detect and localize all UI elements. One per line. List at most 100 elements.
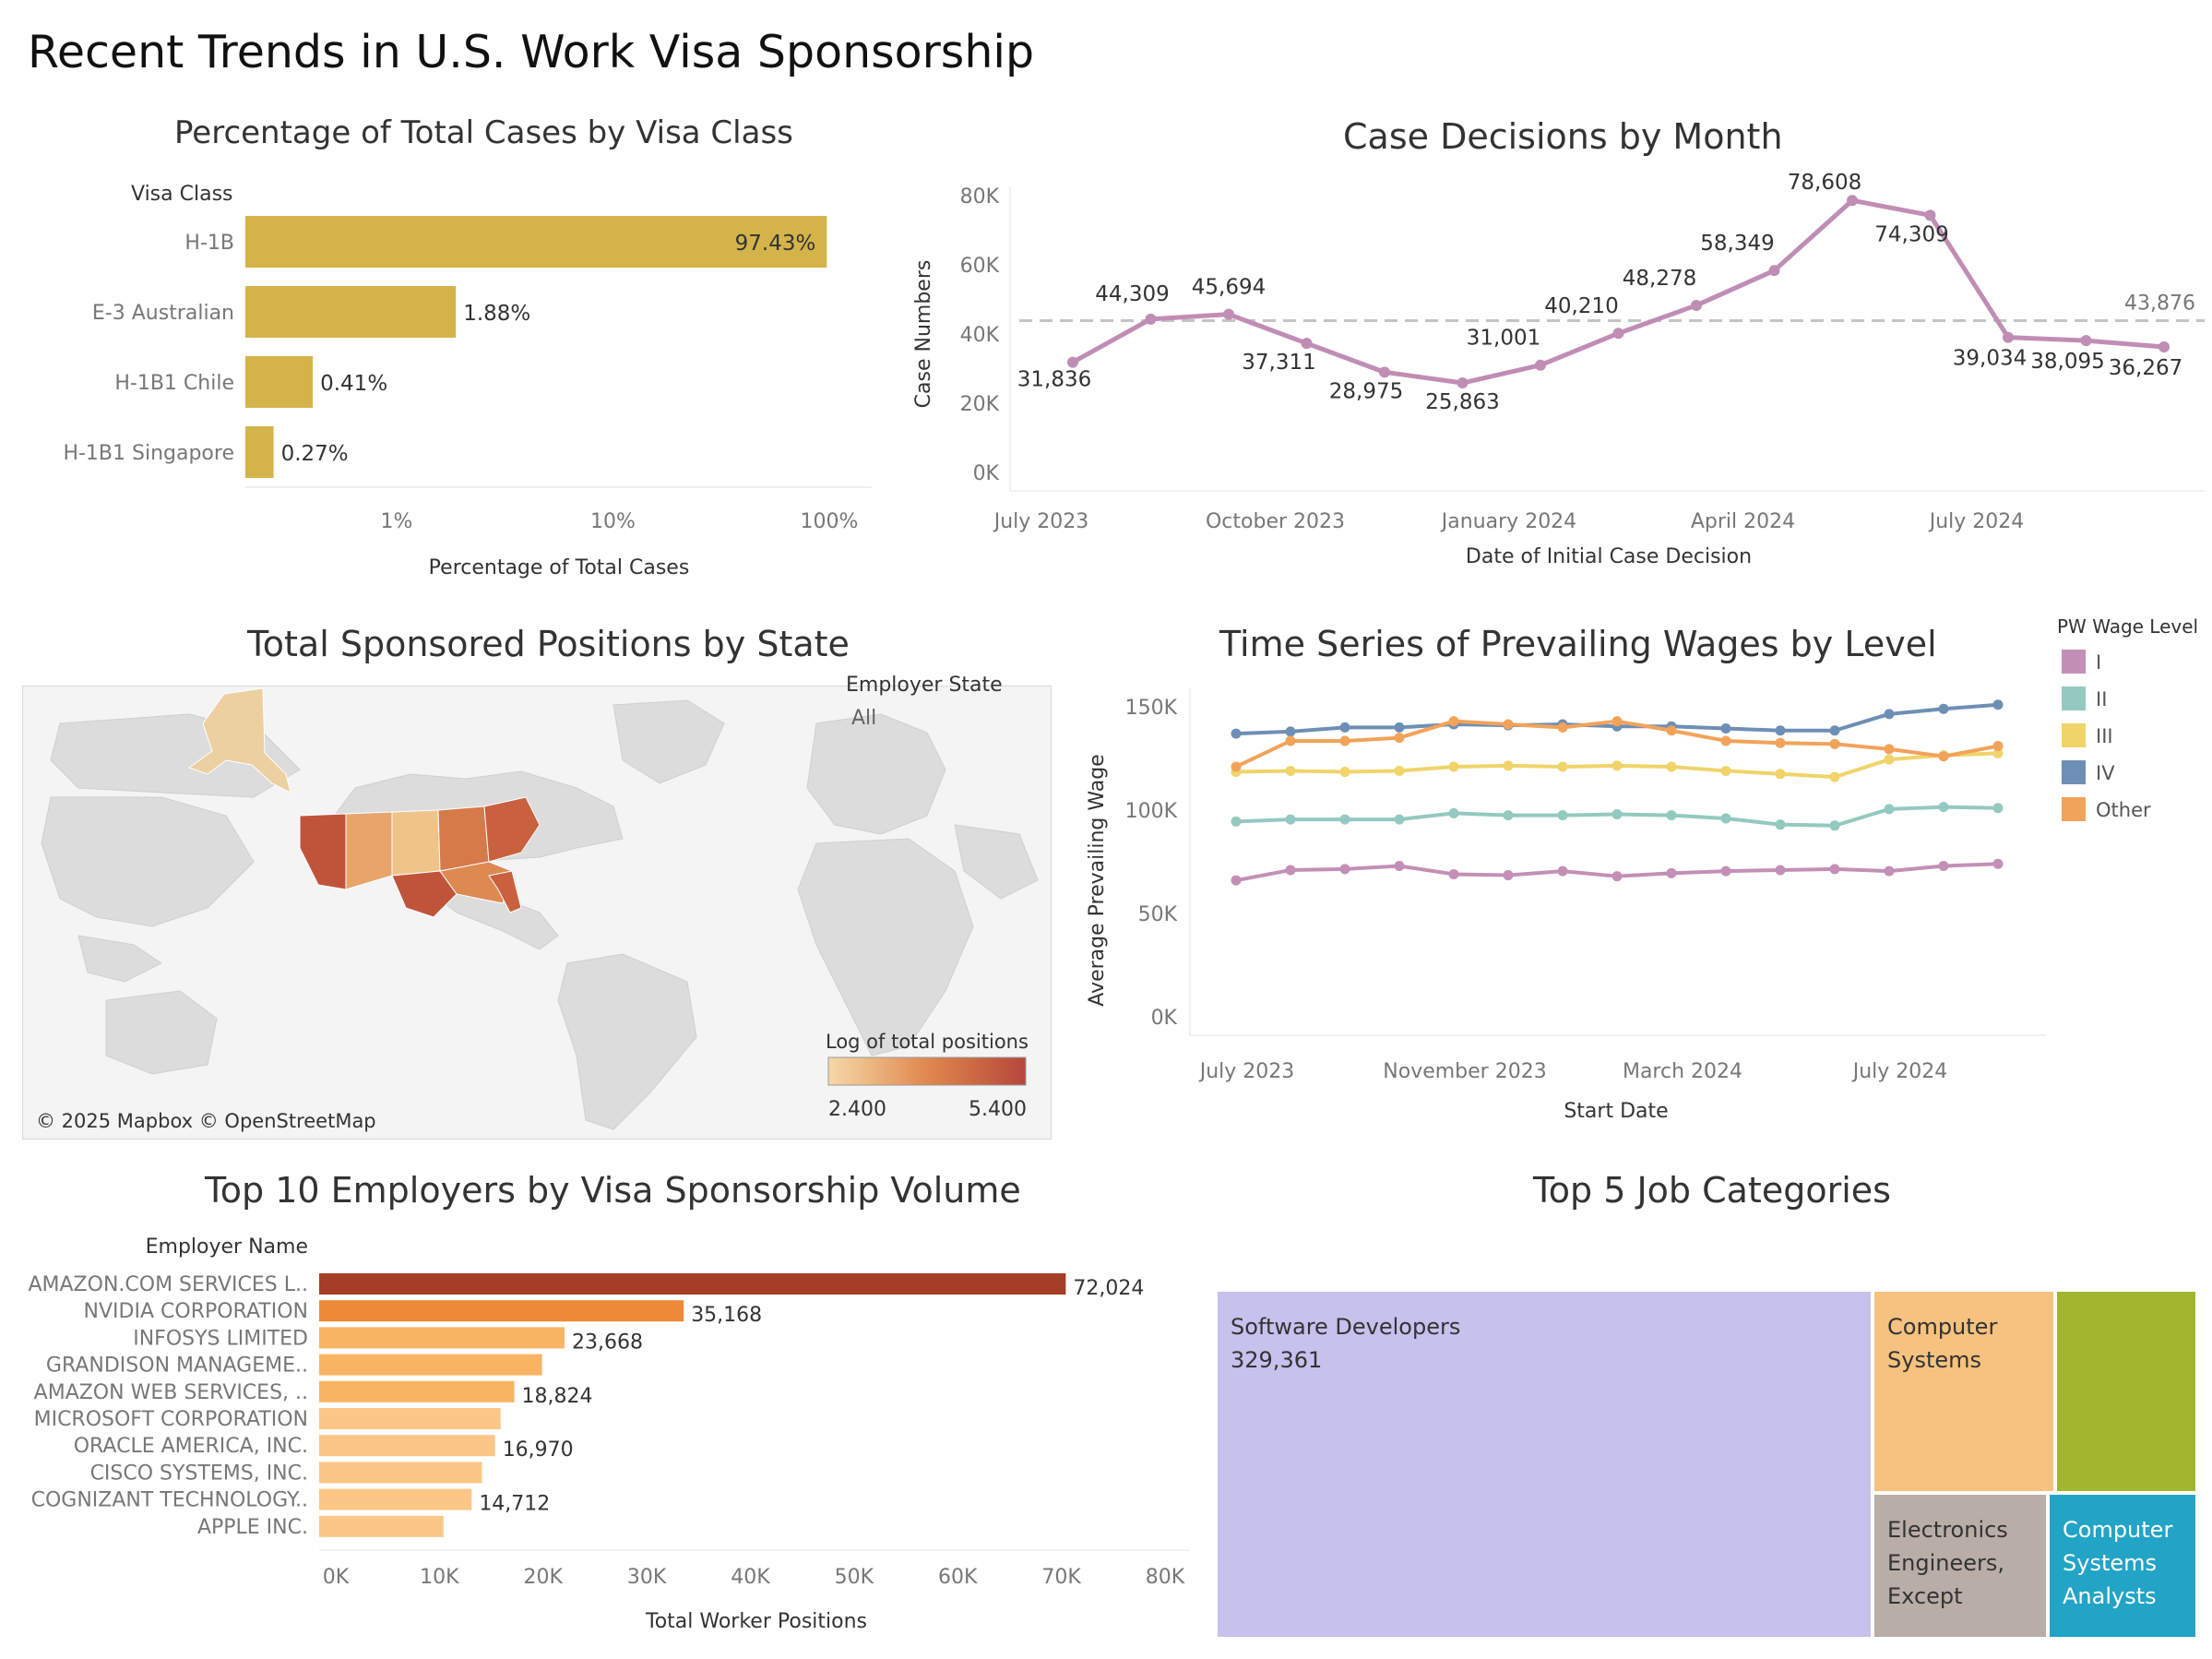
wages-chart: 0K 50K 100K 150K Average Prevailing Wage July… <box>1086 615 2198 1123</box>
wage-point <box>1339 814 1350 825</box>
treemap-cell-electronics-engineers[interactable]: Electronics Engineers, Except <box>1873 1493 2048 1639</box>
case-y-tick-label: 0K <box>973 462 1000 485</box>
employers-title: Top 10 Employers by Visa Sponsorship Vol… <box>205 1170 1021 1211</box>
wage-ylabel: Average Prevailing Wage <box>1086 754 1109 1006</box>
wage-point <box>1992 747 2004 758</box>
wage-point <box>1938 751 1949 762</box>
employer-bar-label: 18,824 <box>522 1385 593 1408</box>
map-legend-gradient <box>827 1056 1027 1086</box>
world-map-canvas[interactable]: Log of total positions 2.400 5.400 © 202… <box>23 686 1051 1139</box>
employer-bar <box>319 1515 444 1537</box>
wage-point <box>1231 761 1242 772</box>
wage-point <box>1394 765 1405 776</box>
employer-tick-label: 20K <box>524 1566 564 1589</box>
case-xlabel: Date of Initial Case Decision <box>1466 545 1752 568</box>
case-point <box>2080 335 2092 347</box>
wage-point <box>1285 765 1296 776</box>
wage-point <box>1666 761 1677 772</box>
wage-point <box>1884 865 1895 877</box>
wage-point <box>1557 865 1568 877</box>
wage-point <box>1285 814 1296 825</box>
case-data-label: 48,278 <box>1623 267 1696 291</box>
employer-bar <box>319 1462 482 1484</box>
case-data-label: 39,034 <box>1953 347 2027 371</box>
case-point <box>1379 366 1390 378</box>
visa-class-xlabel: Percentage of Total Cases <box>429 556 690 579</box>
map-attribution: © 2025 Mapbox © OpenStreetMap <box>36 1110 376 1132</box>
treemap-cell-computer-systems[interactable]: Computer Systems <box>1873 1290 2055 1493</box>
australia-shape <box>105 990 218 1075</box>
visa-class-bar-label: 0.27% <box>281 442 349 466</box>
case-decisions-title: Case Decisions by Month <box>1343 116 1783 157</box>
employer-bar-label: 23,668 <box>572 1331 643 1354</box>
treemap-cell-software-developers[interactable]: Software Developers 329,361 <box>1216 1290 1873 1639</box>
visa-class-bar <box>245 426 274 478</box>
employer-bar <box>319 1435 495 1457</box>
treemap-label: Computer Systems <box>1887 1314 1998 1373</box>
employer-bar <box>319 1327 565 1349</box>
wage-y-tick-label: 0K <box>1151 1007 1178 1030</box>
wage-point <box>1666 867 1677 878</box>
employer-tick-label: 80K <box>1146 1566 1185 1589</box>
wage-point <box>1884 754 1895 765</box>
visa-class-title: Percentage of Total Cases by Visa Class <box>174 114 793 151</box>
wage-legend-label: III <box>2096 725 2113 747</box>
case-data-label: 58,349 <box>1700 232 1774 256</box>
state-map[interactable]: Log of total positions 2.400 5.400 © 202… <box>22 686 1052 1140</box>
wage-x-tick-label: November 2023 <box>1383 1060 1546 1083</box>
treemap-cell-unlabeled[interactable] <box>2055 1290 2197 1493</box>
case-data-label: 45,694 <box>1192 276 1266 300</box>
employer-category: AMAZON.COM SERVICES L.. <box>28 1273 308 1296</box>
employer-state-filter-value[interactable]: All <box>851 707 877 730</box>
case-point <box>1691 299 1702 311</box>
case-point <box>1067 356 1078 368</box>
wage-point <box>1720 735 1731 746</box>
map-attribution-bg <box>23 1104 355 1139</box>
wage-point <box>1394 860 1405 871</box>
wage-x-tick-label: July 2024 <box>1851 1060 1948 1083</box>
alaska-shape <box>187 687 291 794</box>
wage-point <box>1611 716 1623 727</box>
wage-point <box>1775 865 1786 876</box>
wage-point <box>1775 725 1786 736</box>
wage-point <box>1231 728 1242 739</box>
employer-state-filter-label: Employer State <box>846 674 1003 697</box>
treemap-label: Software Developers <box>1231 1314 1461 1340</box>
wage-legend-swatch <box>2062 797 2086 821</box>
employer-tick-label: 70K <box>1041 1566 1081 1589</box>
employer-bar <box>319 1408 501 1429</box>
case-point <box>1457 377 1469 389</box>
case-point <box>2003 331 2014 343</box>
wage-y-tick-label: 100K <box>1125 800 1178 823</box>
visa-class-category: H-1B1 Chile <box>114 372 234 395</box>
employer-category: APPLE INC. <box>197 1516 308 1539</box>
employer-bar-label: 35,168 <box>691 1304 762 1327</box>
wages-title: Time Series of Prevailing Wages by Level <box>1219 624 1937 664</box>
case-point <box>1535 359 1546 371</box>
wage-legend-label: II <box>2096 688 2107 710</box>
dashboard-title: Recent Trends in U.S. Work Visa Sponsors… <box>28 26 1035 78</box>
wage-x-tick-label: July 2023 <box>1198 1060 1295 1083</box>
treemap-value: 329,361 <box>1231 1347 1323 1373</box>
treemap-cell-computer-systems-analysts[interactable]: Computer Systems Analysts <box>2048 1493 2197 1639</box>
employer-tick-label: 50K <box>835 1566 874 1589</box>
wage-point <box>1611 760 1623 771</box>
employer-tick-label: 0K <box>323 1566 350 1589</box>
us-midwest <box>437 806 490 872</box>
employer-category: CISCO SYSTEMS, INC. <box>90 1462 308 1485</box>
wage-point <box>1231 875 1242 886</box>
wage-y-tick-label: 150K <box>1125 697 1178 720</box>
wage-point <box>1829 738 1840 749</box>
wage-point <box>1339 767 1350 778</box>
jobs-title: Top 5 Job Categories <box>1533 1170 1891 1211</box>
greenland-shape <box>612 699 725 784</box>
wage-point <box>1720 813 1731 824</box>
wage-legend-swatch <box>2062 760 2086 784</box>
wage-point <box>1992 699 2004 710</box>
wage-point <box>1666 725 1677 736</box>
case-data-label: 25,863 <box>1425 390 1499 414</box>
wage-point <box>1938 802 1949 813</box>
employer-bar <box>319 1273 1066 1295</box>
case-point <box>1768 265 1780 277</box>
employer-bar <box>319 1380 515 1402</box>
